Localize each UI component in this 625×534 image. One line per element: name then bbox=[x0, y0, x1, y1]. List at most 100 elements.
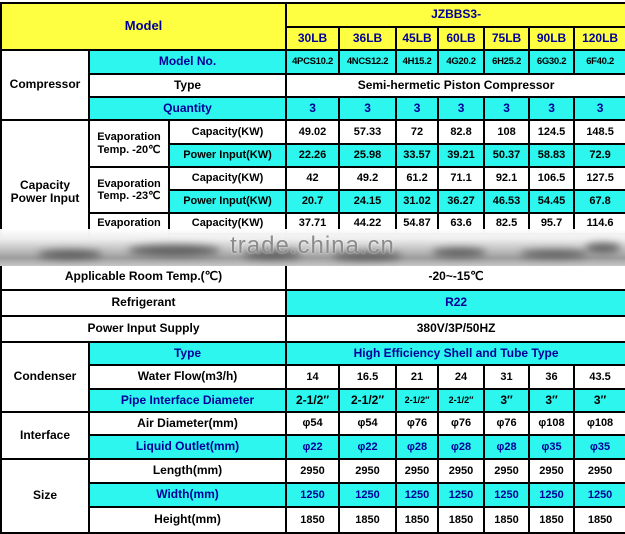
column-header: 75LB bbox=[483, 26, 531, 51]
model-no-value: 4G20.2 bbox=[437, 49, 486, 75]
power-input-value: 22.26 bbox=[285, 143, 341, 168]
capacity-value: 71.1 bbox=[437, 166, 486, 191]
row-model-no: Compressor Model No. 4PCS10.2 4NCS12.2 4… bbox=[0, 49, 625, 121]
model-no-value: 4H15.2 bbox=[395, 49, 440, 75]
liquid-outlet-label: Liquid Outlet(mm) bbox=[87, 434, 288, 460]
watermark-smudge bbox=[520, 250, 588, 258]
quantity-value: 3 bbox=[395, 96, 440, 121]
quantity-value: 3 bbox=[285, 96, 341, 121]
watermark-smudge bbox=[128, 245, 220, 256]
air-diameter-value: φ54 bbox=[338, 411, 398, 436]
height-value: 1850 bbox=[573, 506, 625, 534]
capacity-value: 108 bbox=[483, 119, 531, 145]
watermark-text: trade.china.cn bbox=[230, 232, 395, 259]
row-width: Width(mm) 1250 1250 1250 1250 1250 1250 … bbox=[1, 482, 625, 508]
length-value: 2950 bbox=[437, 458, 486, 484]
water-flow-value: 14 bbox=[285, 364, 341, 390]
power-input-value: 67.8 bbox=[573, 189, 625, 214]
length-value: 2950 bbox=[285, 458, 341, 484]
row-pipe-diameter: Pipe Interface Diameter 2-1/2″ 2-1/2″ 2-… bbox=[1, 388, 625, 413]
row-power-supply: Power Input Supply 380V/3P/50HZ bbox=[0, 315, 625, 343]
condenser-type-value: High Efficiency Shell and Tube Type bbox=[285, 341, 625, 366]
pipe-diameter-value: 3″ bbox=[573, 388, 625, 413]
height-value: 1850 bbox=[285, 506, 341, 534]
power-input-label: Power Input(KW) bbox=[167, 143, 288, 168]
model-no-value: 6H25.2 bbox=[483, 49, 531, 75]
quantity-value: 3 bbox=[338, 96, 398, 121]
watermark-smudge bbox=[243, 250, 301, 259]
power-input-value: 36.27 bbox=[437, 189, 486, 214]
quantity-value: 3 bbox=[528, 96, 576, 121]
condenser-type-label: Type bbox=[87, 341, 288, 366]
model-no-value: 4NCS12.2 bbox=[338, 49, 398, 75]
room-temp-value: -20~-15℃ bbox=[285, 263, 625, 291]
power-supply-label: Power Input Supply bbox=[0, 315, 288, 343]
capacity-label: Capacity(KW) bbox=[167, 166, 288, 191]
power-input-value: 58.83 bbox=[528, 143, 576, 168]
liquid-outlet-value: φ35 bbox=[528, 434, 576, 460]
watermark-smudge bbox=[432, 248, 486, 257]
power-input-value: 24.15 bbox=[338, 189, 398, 214]
power-input-value: 39.21 bbox=[437, 143, 486, 168]
room-temp-label: Applicable Room Temp.(℃) bbox=[0, 263, 288, 291]
pipe-diameter-value: 3″ bbox=[483, 388, 531, 413]
height-value: 1850 bbox=[338, 506, 398, 534]
capacity-value: 57.33 bbox=[338, 119, 398, 145]
pipe-diameter-label: Pipe Interface Diameter bbox=[87, 388, 288, 413]
height-value: 1850 bbox=[437, 506, 486, 534]
quantity-label: Quantity bbox=[87, 96, 288, 121]
row-quantity: Quantity 3 3 3 3 3 3 3 bbox=[1, 96, 625, 121]
capacity-value: 148.5 bbox=[573, 119, 625, 145]
row-capacity-23: Evaporation Temp. -23℃ Capacity(KW) 42 4… bbox=[1, 166, 625, 214]
row-liquid-outlet: Liquid Outlet(mm) φ22 φ22 φ28 φ28 φ28 φ3… bbox=[1, 434, 625, 460]
power-input-value: 20.7 bbox=[285, 189, 341, 214]
liquid-outlet-value: φ22 bbox=[338, 434, 398, 460]
quantity-value: 3 bbox=[483, 96, 531, 121]
watermark-smudge bbox=[332, 252, 402, 260]
power-input-value: 33.57 bbox=[395, 143, 440, 168]
liquid-outlet-value: φ28 bbox=[395, 434, 440, 460]
capacity-value: 92.1 bbox=[483, 166, 531, 191]
air-diameter-value: φ76 bbox=[483, 411, 531, 436]
length-label: Length(mm) bbox=[87, 458, 288, 484]
condenser-section-label: Condenser bbox=[0, 341, 90, 413]
column-header: 45LB bbox=[395, 26, 440, 51]
height-value: 1850 bbox=[395, 506, 440, 534]
liquid-outlet-value: φ22 bbox=[285, 434, 341, 460]
watermark-smudge bbox=[585, 243, 621, 253]
length-value: 2950 bbox=[395, 458, 440, 484]
capacity-value: 42 bbox=[285, 166, 341, 191]
compressor-type-value: Semi-hermetic Piston Compressor bbox=[285, 73, 625, 98]
water-flow-value: 43.5 bbox=[573, 364, 625, 390]
water-flow-value: 21 bbox=[395, 364, 440, 390]
row-compressor-type: Type Semi-hermetic Piston Compressor bbox=[1, 73, 625, 98]
pipe-diameter-value: 2-1/2″ bbox=[285, 388, 341, 413]
height-label: Height(mm) bbox=[87, 506, 288, 534]
capacity-value: 106.5 bbox=[528, 166, 576, 191]
row-water-flow: Water Flow(m3/h) 14 16.5 21 24 31 36 43.… bbox=[1, 364, 625, 390]
row-power-20: Power Input(KW) 22.26 25.98 33.57 39.21 … bbox=[1, 143, 625, 168]
capacity-value: 61.2 bbox=[395, 166, 440, 191]
power-input-label: Power Input(KW) bbox=[167, 189, 288, 214]
evap-20-label: Evaporation Temp. -20℃ bbox=[88, 119, 170, 168]
capacity-value: 49.2 bbox=[338, 166, 398, 191]
row-model-columns: 30LB 36LB 45LB 60LB 75LB 90LB 120LB bbox=[1, 26, 625, 51]
water-flow-label: Water Flow(m3/h) bbox=[87, 364, 288, 390]
capacity-label: Capacity(KW) bbox=[167, 119, 288, 145]
power-input-value: 25.98 bbox=[338, 143, 398, 168]
power-input-value: 50.37 bbox=[483, 143, 531, 168]
air-diameter-value: φ76 bbox=[437, 411, 486, 436]
length-value: 2950 bbox=[483, 458, 531, 484]
height-value: 1850 bbox=[483, 506, 531, 534]
power-input-value: 46.53 bbox=[483, 189, 531, 214]
row-air-diameter: Interface Air Diameter(mm) φ54 φ54 φ76 φ… bbox=[0, 411, 625, 460]
pipe-diameter-value: 3″ bbox=[528, 388, 576, 413]
row-length: Size Length(mm) 2950 2950 2950 2950 2950… bbox=[0, 458, 625, 534]
column-header: 60LB bbox=[437, 26, 486, 51]
water-flow-value: 31 bbox=[483, 364, 531, 390]
row-room-temp: Applicable Room Temp.(℃) -20~-15℃ bbox=[0, 263, 625, 291]
width-value: 1250 bbox=[338, 482, 398, 508]
interface-section-label: Interface bbox=[0, 411, 90, 460]
refrigerant-label: Refrigerant bbox=[0, 289, 288, 317]
